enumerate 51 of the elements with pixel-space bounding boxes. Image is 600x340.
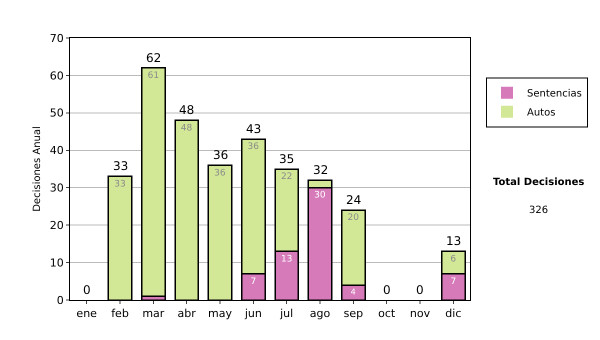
total-label: 33	[113, 159, 128, 173]
x-tick-label: jun	[244, 307, 262, 320]
total-label: 0	[416, 283, 424, 297]
legend-label: Autos	[527, 108, 556, 119]
data-label: 22	[280, 172, 292, 182]
total-label: 24	[346, 193, 362, 207]
x-tick-label: mar	[142, 307, 165, 320]
x-tick-label: ene	[76, 307, 98, 320]
total-label: 0	[83, 283, 91, 297]
x-tick-label: dic	[445, 307, 462, 320]
data-label: 6	[450, 254, 456, 264]
x-tick-label: ago	[310, 307, 330, 320]
total-label: 43	[246, 122, 262, 136]
total-label: 62	[146, 51, 162, 65]
y-axis-title: Decisiones Anual	[32, 126, 43, 212]
x-tick-label: sep	[344, 307, 364, 320]
text: Total Decisiones	[493, 177, 584, 188]
text: 326	[529, 205, 548, 216]
data-label: 20	[347, 213, 360, 224]
data-label: 7	[250, 276, 256, 287]
bar	[140, 67, 166, 298]
x-tick-label: nov	[410, 307, 431, 320]
legend-label: Sentencias	[527, 88, 582, 100]
data-label: 4	[350, 287, 356, 296]
x-tick-label: oct	[378, 307, 396, 320]
data-label: 36	[214, 168, 226, 178]
total-label: 36	[213, 148, 228, 162]
data-label: 7	[450, 276, 456, 287]
data-label: 61	[148, 70, 160, 81]
total-label: 32	[313, 163, 328, 177]
data-label: 13	[280, 254, 292, 264]
total-label: 48	[179, 103, 194, 117]
y-tick-label: 20	[50, 218, 64, 232]
x-tick-label: may	[208, 307, 232, 320]
total-label: 35	[279, 152, 294, 166]
y-tick-label: 10	[50, 256, 64, 270]
total-label: 0	[383, 283, 391, 297]
x-tick-label: jul	[279, 307, 294, 320]
y-tick-label: 70	[50, 32, 64, 45]
data-label: 36	[247, 142, 260, 152]
data-label: 48	[180, 123, 193, 134]
y-tick-label: 60	[50, 69, 64, 82]
x-tick-label: feb	[111, 307, 129, 320]
x-tick-label: abr	[178, 307, 196, 320]
y-tick-label: 30	[50, 182, 64, 195]
data-label: 30	[314, 190, 326, 201]
data-label: 33	[114, 179, 126, 190]
y-tick-label: 0	[56, 294, 64, 307]
y-tick-label: 40	[50, 144, 64, 158]
total-label: 13	[446, 234, 462, 248]
y-tick-label: 50	[50, 106, 64, 120]
